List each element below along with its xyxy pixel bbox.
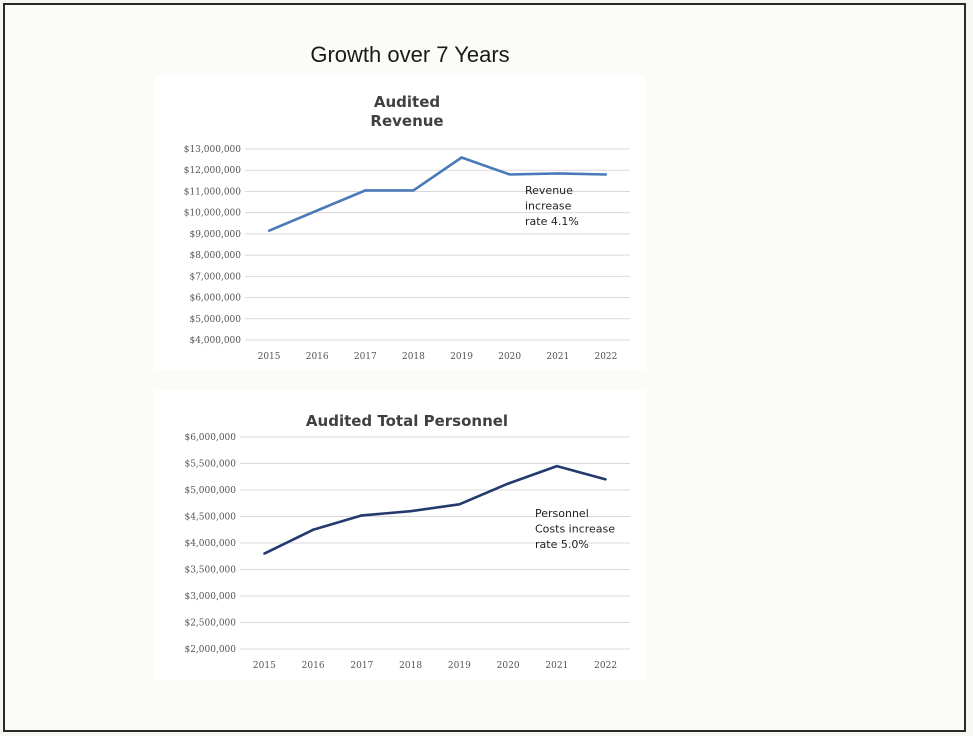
y-tick-label: $4,000,000 <box>184 539 236 549</box>
data-point <box>508 173 511 176</box>
data-point <box>555 464 559 468</box>
x-tick-label: 2019 <box>448 661 471 671</box>
x-tick-label: 2017 <box>350 661 373 671</box>
chart-title-line: Audited <box>374 93 440 111</box>
series-line <box>268 156 606 232</box>
y-tick-label: $9,000,000 <box>189 230 241 240</box>
y-tick-label: $10,000,000 <box>184 209 242 219</box>
data-point <box>409 510 412 513</box>
annotation-line: increase <box>525 200 572 213</box>
x-tick-label: 2018 <box>399 661 422 671</box>
annotation-line: rate 5.0% <box>535 538 589 551</box>
y-tick-label: $3,000,000 <box>184 592 236 602</box>
x-tick-label: 2022 <box>594 661 617 671</box>
y-tick-label: $13,000,000 <box>184 145 242 155</box>
data-point <box>315 209 319 212</box>
y-tick-label: $4,500,000 <box>184 513 236 523</box>
x-tick-label: 2018 <box>402 352 425 362</box>
data-point <box>311 528 315 531</box>
y-tick-label: $2,000,000 <box>184 645 236 655</box>
x-tick-label: 2021 <box>545 661 568 671</box>
series-line <box>263 464 606 555</box>
data-point <box>458 503 461 506</box>
x-tick-label: 2016 <box>306 352 329 362</box>
x-tick-label: 2015 <box>253 661 276 671</box>
data-point <box>360 514 364 517</box>
chart-title-line: Revenue <box>370 112 443 130</box>
x-tick-label: 2021 <box>546 352 569 362</box>
data-point <box>364 189 367 192</box>
revenue-line-chart: AuditedRevenue$4,000,000$5,000,000$6,000… <box>184 93 630 362</box>
y-tick-label: $12,000,000 <box>184 166 242 176</box>
data-point <box>604 173 608 176</box>
personnel-line-chart: Audited Total Personnel $2,000,000 $2,500,… <box>184 412 630 671</box>
y-tick-label: $3,500,000 <box>184 566 236 576</box>
x-tick-label: 2016 <box>302 661 325 671</box>
personnel-chart-panel: Audited Total Personnel $2,000,000 $2,500,… <box>155 390 645 680</box>
chart-title-line: Audited Total Personnel <box>306 412 508 430</box>
annotation-line: Costs increase <box>535 523 615 536</box>
data-point <box>267 229 271 232</box>
y-tick-label: $8,000,000 <box>189 251 241 261</box>
y-tick-label: $2,500,000 <box>184 619 236 629</box>
y-tick-label: $5,000,000 <box>189 315 241 325</box>
x-tick-label: 2022 <box>594 352 617 362</box>
x-tick-label: 2019 <box>450 352 473 362</box>
slide-title: Growth over 7 Years <box>310 42 510 67</box>
y-tick-label: $5,000,000 <box>184 486 236 496</box>
y-tick-label: $6,000,000 <box>189 294 241 304</box>
annotation-line: rate 4.1% <box>525 215 579 228</box>
x-tick-label: 2017 <box>354 352 377 362</box>
x-tick-label: 2020 <box>498 352 521 362</box>
y-tick-label: $5,500,000 <box>184 460 236 470</box>
x-tick-label: 2020 <box>497 661 520 671</box>
annotation-line: Personnel <box>535 507 589 520</box>
data-point <box>506 482 510 485</box>
y-tick-label: $11,000,000 <box>184 187 242 197</box>
data-point <box>263 552 266 555</box>
data-point <box>412 189 415 192</box>
annotation-line: Revenue <box>525 184 573 197</box>
y-tick-label: $6,000,000 <box>184 433 236 443</box>
data-point <box>460 156 463 159</box>
revenue-chart-panel: Audited Revenue $4,000,000 $5,000,000 $6,000… <box>155 75 645 370</box>
x-tick-label: 2015 <box>258 352 281 362</box>
data-point <box>604 478 607 481</box>
data-point <box>556 172 560 175</box>
y-tick-label: $4,000,000 <box>189 336 241 346</box>
y-tick-label: $7,000,000 <box>189 272 241 282</box>
